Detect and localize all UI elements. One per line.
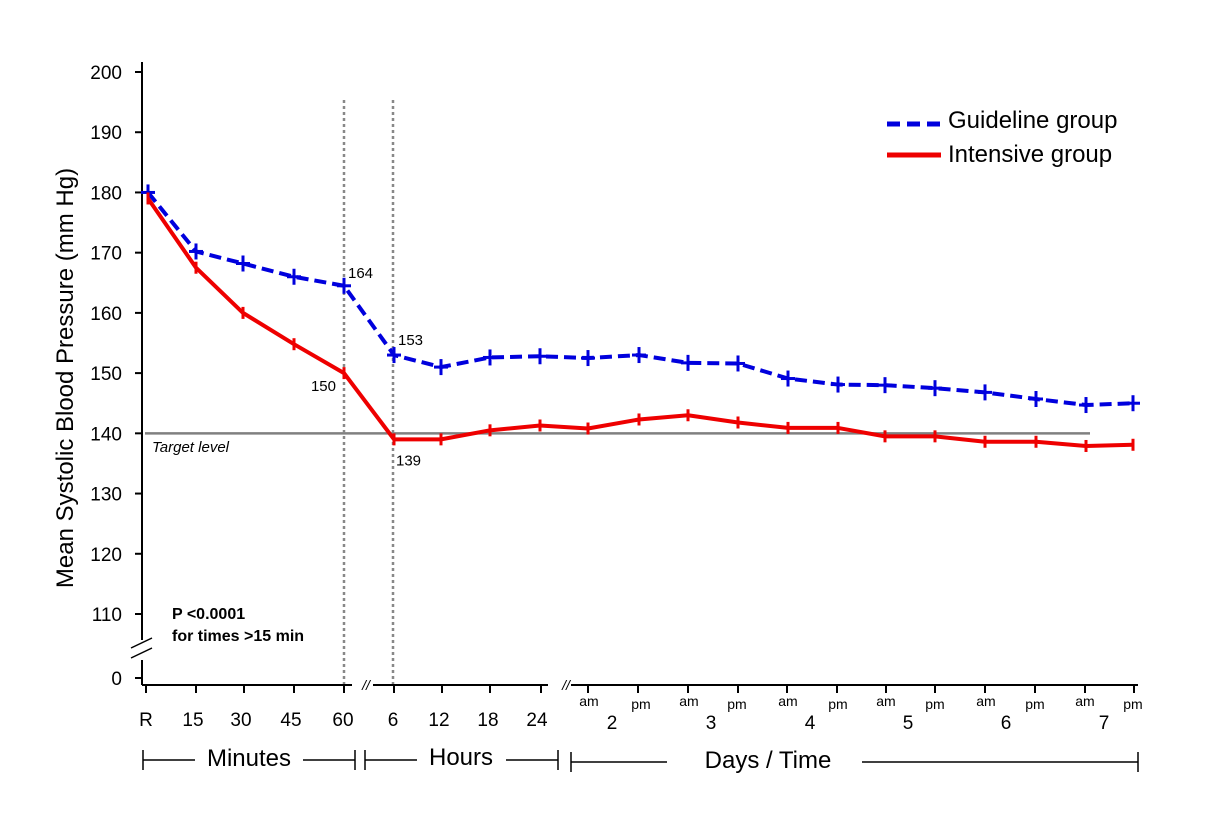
- guideline-point: [831, 376, 845, 393]
- guideline-point: [878, 377, 892, 394]
- x-tick-label: 15: [182, 710, 203, 731]
- point-value-label: 139: [396, 452, 421, 469]
- x-ampm-label: am: [1075, 693, 1094, 709]
- series-layer: [141, 184, 1140, 452]
- x-tick-label: 7: [1099, 713, 1110, 734]
- x-ampm-label: pm: [631, 696, 650, 712]
- guideline-point: [681, 354, 695, 371]
- x-ampm-label: am: [579, 693, 598, 709]
- guideline-point: [434, 359, 448, 376]
- x-ampm-label: am: [876, 693, 895, 709]
- guideline-point: [533, 348, 547, 365]
- guideline-point: [287, 268, 301, 285]
- x-tick-label: 60: [332, 710, 353, 731]
- x-ampm-label: pm: [727, 696, 746, 712]
- x-tick-label: 18: [477, 710, 498, 731]
- x-tick-label: 5: [903, 713, 914, 734]
- x-ampm-label: am: [976, 693, 995, 709]
- y-tick-label: 170: [90, 244, 122, 265]
- x-tick-label: 24: [526, 710, 548, 731]
- target-level-label: Target level: [152, 439, 230, 456]
- legend: Guideline group Intensive group: [887, 107, 1117, 168]
- y-tick-label: 120: [90, 545, 122, 566]
- x-tick-label: 6: [1001, 713, 1012, 734]
- guideline-line: [146, 191, 1134, 408]
- guideline-point: [189, 243, 203, 260]
- x-tick-label: 3: [706, 713, 717, 734]
- x-tick-label: 4: [805, 713, 816, 734]
- y-tick-label: 200: [90, 63, 122, 84]
- p-value-annotation: P <0.0001: [172, 606, 245, 623]
- guideline-point: [236, 255, 250, 272]
- y-tick-label: 180: [90, 183, 122, 204]
- x-group-days-label: Days / Time: [705, 747, 832, 774]
- series-guideline: [141, 184, 1140, 414]
- guideline-point: [483, 349, 497, 366]
- y-tick-label: 130: [90, 485, 122, 506]
- guideline-point: [1029, 391, 1043, 408]
- guideline-point: [632, 347, 646, 364]
- point-value-label: 164: [348, 265, 373, 282]
- guideline-point: [781, 370, 795, 387]
- x-tick-label: R: [139, 710, 153, 731]
- x-group-minutes: Minutes: [142, 745, 356, 772]
- x-ampm-label: pm: [1123, 696, 1142, 712]
- labels-layer: 164 153 150 139: [311, 265, 423, 470]
- guideline-point: [731, 355, 745, 372]
- guideline-point: [1079, 397, 1093, 414]
- y-axis-title: Mean Systolic Blood Pressure (mm Hg): [52, 168, 79, 588]
- guideline-point: [581, 350, 595, 367]
- x-tick-label: 45: [280, 710, 301, 731]
- x-ampm-label: pm: [828, 696, 847, 712]
- x-ampm-label: am: [778, 693, 797, 709]
- x-tick-label: 6: [388, 710, 399, 731]
- guideline-point: [928, 380, 942, 397]
- x-group-hours: Hours: [364, 744, 559, 771]
- x-axis-break-mark: //: [561, 677, 572, 693]
- y-tick-label: 140: [90, 424, 122, 445]
- y-tick-label: 160: [90, 304, 122, 325]
- guideline-point: [978, 384, 992, 401]
- x-ampm-label: pm: [925, 696, 944, 712]
- x-ampm-label: pm: [1025, 696, 1044, 712]
- x-group-days: Days / Time: [570, 747, 1139, 774]
- legend-guideline-label: Guideline group: [948, 107, 1117, 134]
- point-value-label: 150: [311, 378, 336, 395]
- x-tick-label: 30: [230, 710, 251, 731]
- reference-lines: [145, 100, 1090, 684]
- series-intensive: [146, 192, 1135, 452]
- guideline-point: [387, 347, 401, 364]
- legend-intensive-label: Intensive group: [948, 141, 1112, 168]
- y-tick-label: 0: [111, 669, 122, 690]
- x-tick-label: 2: [607, 713, 618, 734]
- x-group-hours-label: Hours: [429, 744, 493, 771]
- x-tick-label: 12: [428, 710, 449, 731]
- guideline-point: [337, 277, 351, 294]
- y-tick-label: 110: [92, 605, 122, 626]
- point-value-label: 153: [398, 332, 423, 349]
- guideline-point: [1126, 395, 1140, 412]
- axes: 0 110 120 130 140 150 160 170 180 190 200 // // R 15 30…: [90, 62, 1143, 734]
- x-axis-break-mark: //: [361, 677, 372, 693]
- y-tick-label: 190: [90, 123, 122, 144]
- y-axis-break-mark: [130, 647, 153, 659]
- p-value-annotation-detail: for times >15 min: [172, 628, 304, 645]
- y-tick-label: 150: [90, 364, 122, 385]
- intensive-line: [146, 197, 1134, 448]
- x-ampm-label: am: [679, 693, 698, 709]
- y-axis-break-mark: [130, 637, 153, 649]
- x-group-minutes-label: Minutes: [207, 745, 291, 772]
